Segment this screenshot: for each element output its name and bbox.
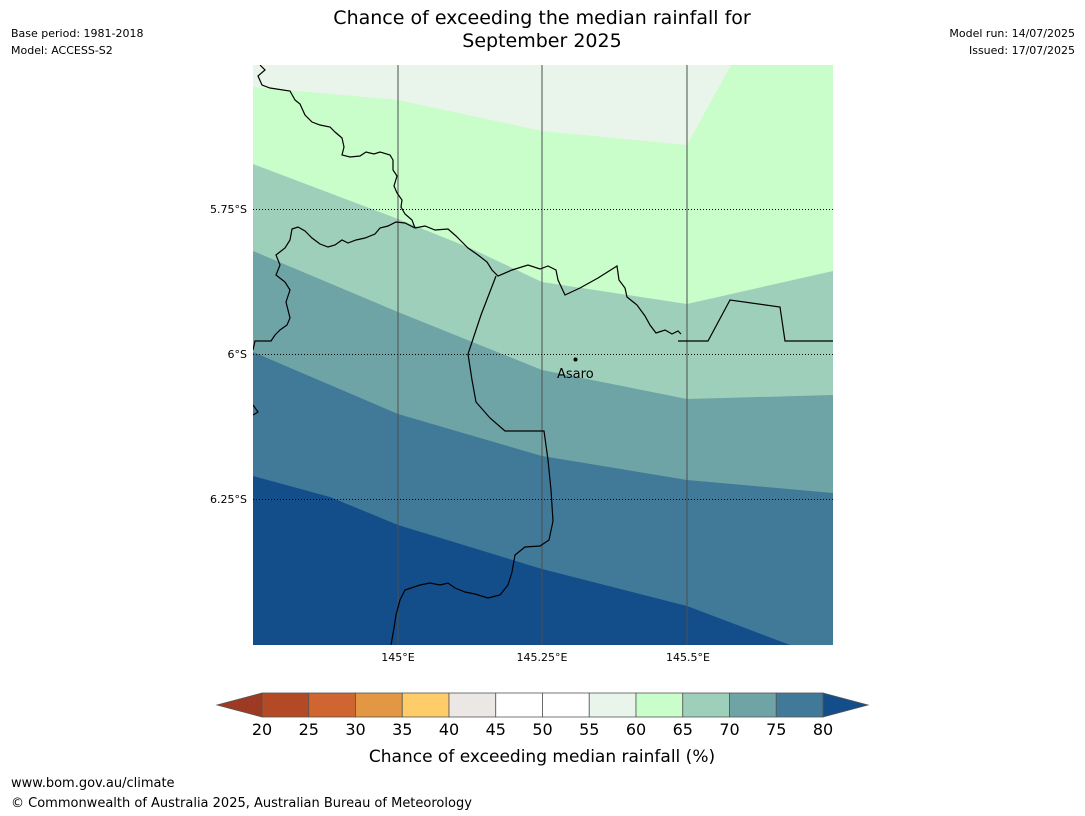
lat-label-6-25: 6.25°S: [210, 493, 247, 506]
colorbar-tick-label: 45: [486, 720, 506, 739]
colorbar-segment: [308, 692, 356, 718]
colorbar-segment: [682, 692, 730, 718]
colorbar-tick-label: 60: [626, 720, 646, 739]
colorbar-segment: [635, 692, 684, 718]
colorbar-tick-label: 80: [813, 720, 833, 739]
latitude-gridlines: [253, 209, 833, 500]
map: Asaro 5.75°S 6°S 6.25°S 145°E 145.25°E 1…: [210, 65, 833, 664]
boundary-central-ridge: [253, 221, 416, 351]
colorbar-tick-label: 55: [579, 720, 599, 739]
boundary-asaro-district: [390, 275, 554, 645]
colorbar-segment: [215, 692, 263, 718]
colorbar-tick-label: 25: [299, 720, 319, 739]
title-line-2: September 2025: [462, 30, 622, 52]
colorbar-segment: [729, 692, 777, 718]
lat-label-5-75: 5.75°S: [210, 203, 247, 216]
colorbar-segment: [542, 692, 590, 718]
issued-text: Issued: 17/07/2025: [968, 44, 1075, 57]
boundary-east: [678, 299, 833, 342]
footer-copyright: © Commonwealth of Australia 2025, Austra…: [11, 796, 472, 811]
map-title: Chance of exceeding the median rainfall …: [242, 7, 842, 53]
colorbar-segment: [588, 692, 637, 718]
colorbar-tick-label: 65: [673, 720, 693, 739]
boundary-east-ridge: [414, 225, 682, 335]
contour-80-plus: [253, 476, 790, 645]
colorbar-segments: [215, 692, 870, 718]
base-period-text: Base period: 1981-2018: [11, 27, 144, 40]
colorbar-segment: [495, 692, 543, 718]
model-text: Model: ACCESS-S2: [11, 44, 113, 57]
asaro-marker: [573, 357, 578, 362]
colorbar-segment: [401, 692, 450, 718]
colorbar-tick-label: 30: [345, 720, 365, 739]
colorbar-tick-labels: 20 25 30 35 40 45 50 55 60 65 70 75 80: [252, 720, 833, 739]
lon-label-145-25: 145.25°E: [517, 651, 568, 664]
province-boundaries: [253, 65, 833, 645]
boundary-north-west: [257, 65, 416, 229]
colorbar-segment: [448, 692, 497, 718]
colorbar-tick-label: 70: [719, 720, 739, 739]
lon-label-145-5: 145.5°E: [666, 651, 710, 664]
colorbar-title: Chance of exceeding median rainfall (%): [369, 747, 715, 767]
model-run-text: Model run: 14/07/2025: [949, 27, 1075, 40]
colorbar-segment: [261, 692, 310, 718]
colorbar-segment: [822, 692, 870, 718]
title-line-1: Chance of exceeding the median rainfall …: [333, 7, 751, 29]
metadata-left: Base period: 1981-2018 Model: ACCESS-S2: [11, 25, 143, 59]
asaro-label: Asaro: [557, 367, 594, 382]
colorbar-tick-label: 35: [392, 720, 412, 739]
lat-label-6: 6°S: [228, 348, 247, 361]
metadata-right: Model run: 14/07/2025 Issued: 17/07/2025: [949, 25, 1075, 59]
footer-url: www.bom.gov.au/climate: [11, 776, 175, 791]
colorbar-tick-label: 40: [439, 720, 459, 739]
colorbar-segment: [775, 692, 824, 718]
boundary-west-fragment: [253, 404, 259, 416]
colorbar-segment: [355, 692, 403, 718]
colorbar-tick-label: 75: [766, 720, 786, 739]
colorbar-tick-label: 50: [532, 720, 552, 739]
colorbar-tick-label: 20: [252, 720, 272, 739]
lon-label-145: 145°E: [381, 651, 414, 664]
footer: www.bom.gov.au/climate © Commonwealth of…: [11, 774, 472, 814]
